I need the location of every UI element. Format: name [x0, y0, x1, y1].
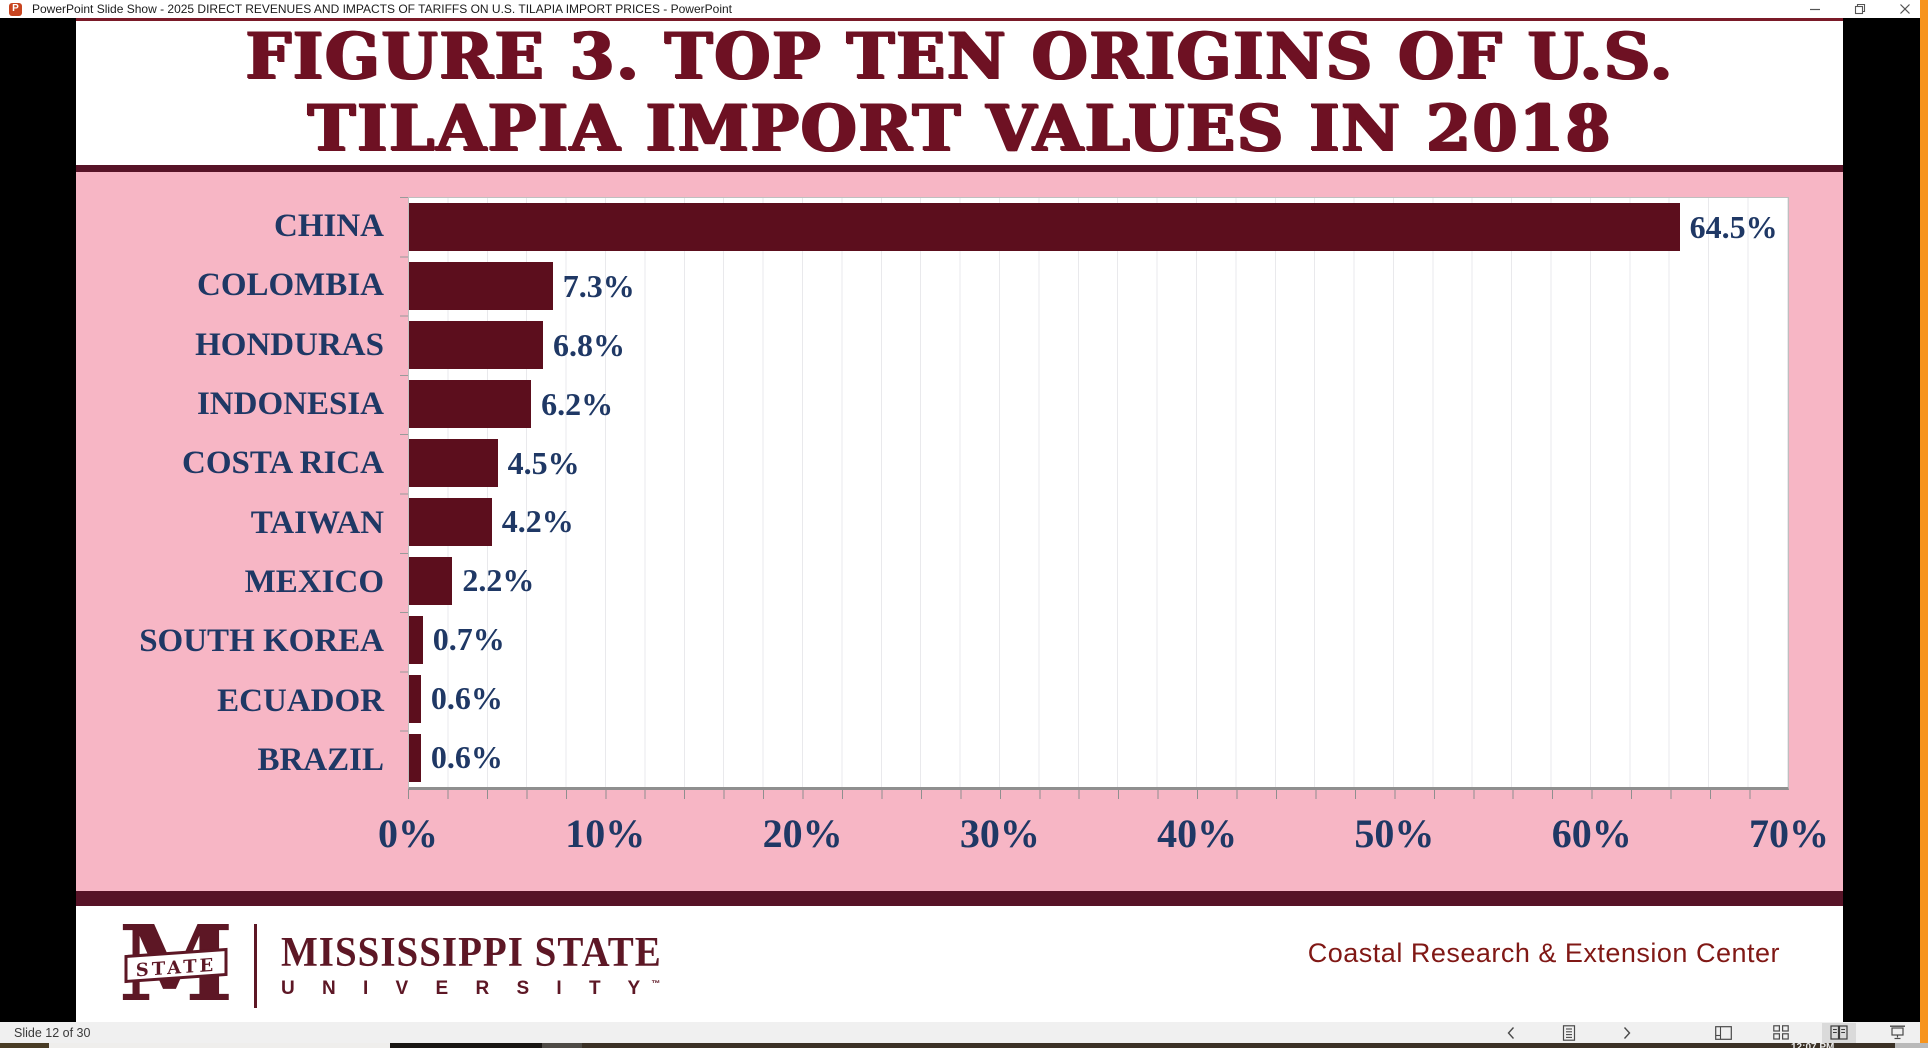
slide-top-rule [76, 18, 1843, 21]
bar-value-label: 4.2% [501, 503, 574, 540]
bar-value-label: 7.3% [562, 267, 635, 304]
msu-logo: M STATE MISSISSIPPI STATE U N I V E R S … [122, 920, 662, 1012]
coastal-center-label: Coastal Research & Extension Center [1307, 938, 1780, 968]
previous-slide-button[interactable] [1494, 1023, 1528, 1043]
x-axis-label: 70% [1749, 811, 1829, 856]
bar-value-label: 4.5% [507, 444, 580, 481]
x-axis-label: 10% [565, 811, 646, 856]
taskbar-segment [0, 1043, 49, 1048]
taskbar-segment [582, 1043, 1895, 1048]
value-axis-ticks [408, 790, 1789, 799]
msu-m-emblem: M STATE [122, 920, 230, 1012]
restore-button[interactable] [1853, 2, 1867, 16]
bar-value-label: 6.2% [541, 385, 614, 422]
powerpoint-icon: P [9, 2, 22, 16]
slide-indicator: Slide 12 of 30 [14, 1025, 91, 1040]
category-label: COSTA RICA [181, 445, 384, 482]
normal-view-button[interactable] [1706, 1023, 1740, 1043]
bar-value-label: 64.5% [1689, 208, 1778, 245]
taskbar-segment [542, 1043, 582, 1048]
slide-title-line2: TILAPIA IMPORT VALUES IN 2018 [307, 91, 1612, 166]
bar-value-label: 0.7% [432, 621, 505, 658]
slide-title-line1: FIGURE 3. TOP TEN ORIGINS OF U.S. [245, 19, 1674, 94]
msu-wordmark: MISSISSIPPI STATE [281, 929, 662, 976]
window-title: PowerPoint Slide Show - 2025 DIRECT REVE… [32, 2, 732, 16]
slide-12: FIGURE 3. TOP TEN ORIGINS OF U.S. TILAPI… [76, 18, 1843, 1022]
slideshow-view-button[interactable] [1880, 1023, 1914, 1043]
taskbar-sliver[interactable]: 12:07 PM [0, 1043, 1928, 1048]
x-axis-label: 0% [378, 811, 438, 856]
value-axis-labels: 0% 10% 20% 30% 40% 50% 60% 70% [378, 810, 1829, 862]
taskbar-segment [1895, 1043, 1928, 1048]
x-axis-label: 60% [1551, 811, 1632, 856]
bar [409, 556, 453, 605]
x-axis-label: 30% [959, 811, 1040, 856]
category-label: INDONESIA [196, 386, 384, 423]
title-divider-bar [76, 165, 1843, 172]
msu-wordmark-university: U N I V E R S I T Y™ [281, 978, 661, 999]
slide-sorter-view-button[interactable] [1764, 1023, 1798, 1043]
bar-row: 6.8% [409, 316, 1788, 375]
reading-view-button[interactable] [1822, 1022, 1856, 1043]
slideshow-menu-button[interactable] [1552, 1023, 1586, 1043]
x-axis-label: 20% [762, 811, 843, 856]
taskbar-clock: 12:07 PM [1791, 1043, 1834, 1048]
taskbar-segment [390, 1043, 542, 1048]
category-label: TAIWAN [250, 504, 384, 541]
category-label: ECUADOR [217, 682, 384, 719]
category-label: SOUTH KOREA [139, 623, 384, 660]
x-axis-label: 50% [1354, 811, 1435, 856]
trademark-symbol: ™ [651, 978, 661, 989]
bar [409, 674, 421, 723]
bar [409, 321, 543, 370]
bar-row: 4.2% [409, 493, 1788, 552]
footer-divider-bar [76, 891, 1843, 906]
slideshow-stage[interactable]: FIGURE 3. TOP TEN ORIGINS OF U.S. TILAPI… [0, 18, 1928, 1022]
category-label: BRAZIL [257, 741, 384, 778]
bar-row: 4.5% [409, 434, 1788, 493]
bar-value-label: 0.6% [430, 680, 503, 717]
bar-value-label: 6.8% [552, 326, 625, 363]
window-titlebar: P PowerPoint Slide Show - 2025 DIRECT RE… [0, 0, 1928, 18]
background-window-edge[interactable] [1920, 0, 1928, 1043]
category-axis: CHINA COLOMBIA HONDURAS INDONESIA COSTA RICA… [76, 197, 402, 790]
category-label: COLOMBIA [196, 267, 384, 304]
bar-series: 64.5% 7.3% 6.8% 6.2% 4.5% 4.2% 2.2% 0.7% 0.6% 0.6… [409, 198, 1788, 787]
category-axis-ticks [400, 197, 408, 790]
next-slide-button[interactable] [1610, 1023, 1644, 1043]
bar-row: 2.2% [409, 551, 1788, 610]
minimize-button[interactable] [1808, 2, 1822, 16]
bar [409, 203, 1680, 252]
bar [409, 733, 421, 782]
category-label: HONDURAS [195, 326, 384, 363]
bar [409, 497, 492, 546]
bar-chart: CHINA COLOMBIA HONDURAS INDONESIA COSTA RICA… [76, 172, 1843, 891]
x-axis-label: 40% [1157, 811, 1238, 856]
bar [409, 615, 423, 664]
category-label: MEXICO [244, 563, 384, 600]
slide-title: FIGURE 3. TOP TEN ORIGINS OF U.S. TILAPI… [76, 21, 1843, 165]
bar-row: 0.7% [409, 610, 1788, 669]
close-button[interactable] [1898, 2, 1912, 16]
bar-row: 0.6% [409, 728, 1788, 787]
bar-value-label: 2.2% [462, 562, 535, 599]
bar-row: 64.5% [409, 198, 1788, 257]
slide-footer: M STATE MISSISSIPPI STATE U N I V E R S … [76, 906, 1843, 1022]
bar-value-label: 0.6% [430, 739, 503, 776]
statusbar: Slide 12 of 30 [0, 1022, 1928, 1043]
plot-area: 64.5% 7.3% 6.8% 6.2% 4.5% 4.2% 2.2% 0.7% 0.6% 0.6… [408, 197, 1789, 790]
bar [409, 262, 553, 311]
bar-row: 6.2% [409, 375, 1788, 434]
logo-divider-rule [254, 924, 257, 1008]
bar-row: 7.3% [409, 257, 1788, 316]
bar [409, 380, 532, 429]
category-label: CHINA [273, 208, 384, 245]
taskbar-segment [49, 1043, 390, 1048]
bar [409, 439, 498, 488]
bar-row: 0.6% [409, 669, 1788, 728]
